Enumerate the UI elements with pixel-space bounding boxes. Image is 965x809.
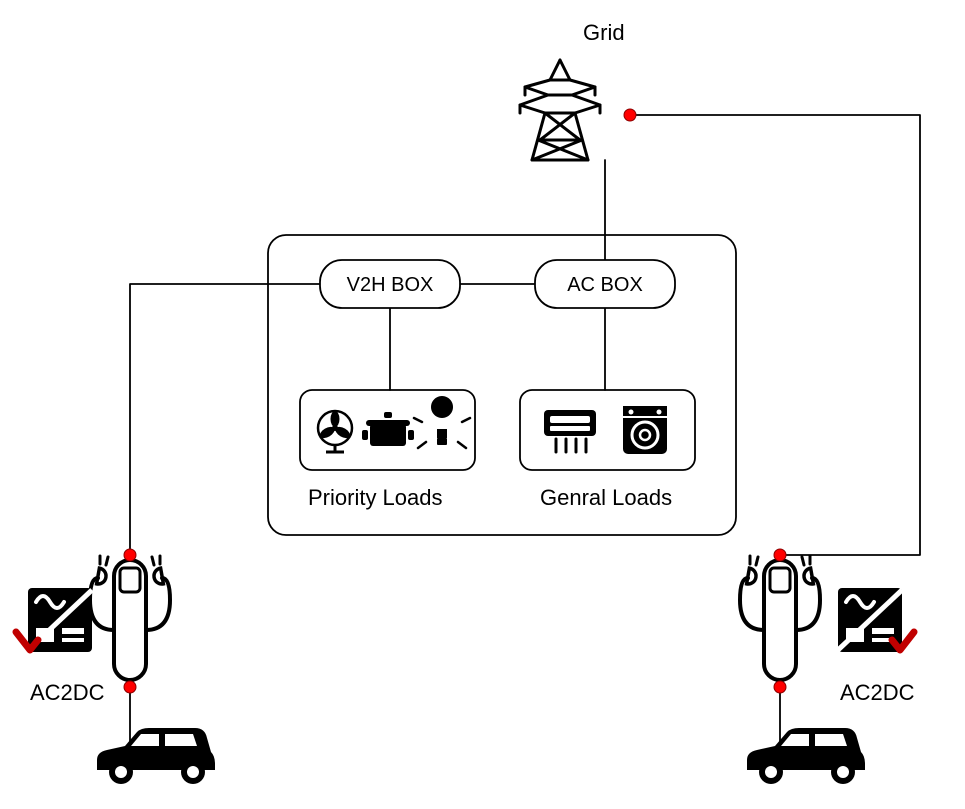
washer-icon <box>623 406 667 454</box>
v2h-diagram: V2H BOX AC BOX Priority Loads Genral Loads G… <box>0 0 965 809</box>
grid-label: Grid <box>583 20 625 45</box>
ac2dc-right-label: AC2DC <box>840 680 915 705</box>
priority-loads-label: Priority Loads <box>308 485 443 510</box>
general-loads-label: Genral Loads <box>540 485 672 510</box>
v2h-box-label: V2H BOX <box>347 274 434 296</box>
ac2dc-left-label: AC2DC <box>30 680 105 705</box>
ac-box-label: AC BOX <box>567 274 643 296</box>
